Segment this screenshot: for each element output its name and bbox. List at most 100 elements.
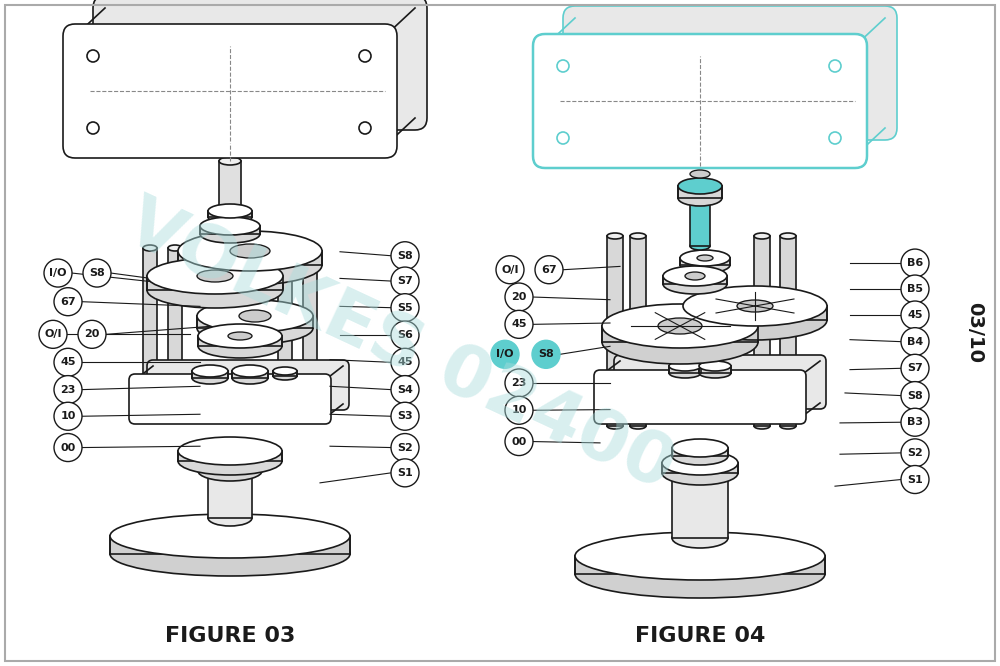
Polygon shape	[147, 276, 283, 290]
Text: S8: S8	[89, 268, 105, 278]
Circle shape	[87, 122, 99, 134]
Polygon shape	[110, 536, 350, 554]
Text: S1: S1	[397, 468, 413, 478]
Ellipse shape	[197, 300, 313, 332]
Polygon shape	[699, 366, 731, 373]
Circle shape	[54, 348, 82, 376]
Polygon shape	[683, 306, 827, 320]
Polygon shape	[208, 211, 252, 217]
Circle shape	[901, 466, 929, 494]
Circle shape	[391, 348, 419, 376]
Circle shape	[496, 256, 524, 284]
Ellipse shape	[178, 437, 282, 465]
Ellipse shape	[232, 372, 268, 384]
Ellipse shape	[697, 255, 713, 261]
Text: FIGURE 04: FIGURE 04	[635, 626, 765, 646]
Ellipse shape	[178, 231, 322, 271]
Text: 10: 10	[511, 405, 527, 416]
Ellipse shape	[575, 532, 825, 580]
Circle shape	[359, 122, 371, 134]
Text: FIGURE 03: FIGURE 03	[165, 626, 295, 646]
Ellipse shape	[780, 423, 796, 429]
Polygon shape	[602, 326, 758, 342]
FancyBboxPatch shape	[614, 355, 826, 409]
Polygon shape	[662, 463, 738, 473]
Ellipse shape	[208, 204, 252, 218]
Circle shape	[78, 320, 106, 348]
Polygon shape	[780, 236, 796, 426]
Polygon shape	[663, 276, 727, 284]
Polygon shape	[680, 258, 730, 265]
Circle shape	[505, 310, 533, 338]
Circle shape	[391, 267, 419, 295]
Circle shape	[901, 275, 929, 303]
Polygon shape	[168, 248, 182, 418]
Ellipse shape	[690, 170, 710, 178]
Polygon shape	[678, 186, 722, 198]
Ellipse shape	[110, 514, 350, 558]
Text: 23: 23	[60, 384, 76, 395]
Ellipse shape	[672, 447, 728, 465]
Ellipse shape	[602, 320, 758, 364]
Text: 45: 45	[907, 310, 923, 320]
Text: 45: 45	[511, 319, 527, 330]
Text: I/O: I/O	[496, 349, 514, 360]
Text: 20: 20	[84, 329, 100, 340]
Circle shape	[491, 340, 519, 368]
Ellipse shape	[273, 372, 297, 380]
Ellipse shape	[208, 455, 252, 471]
Circle shape	[54, 402, 82, 430]
Text: S8: S8	[907, 390, 923, 401]
Circle shape	[391, 402, 419, 430]
Text: 45: 45	[397, 357, 413, 368]
Polygon shape	[208, 463, 252, 518]
Circle shape	[505, 283, 533, 311]
Circle shape	[505, 396, 533, 424]
Ellipse shape	[662, 461, 738, 485]
Polygon shape	[690, 186, 710, 246]
Ellipse shape	[303, 245, 317, 251]
Ellipse shape	[200, 225, 260, 243]
Polygon shape	[219, 161, 241, 206]
Circle shape	[505, 428, 533, 456]
Ellipse shape	[198, 324, 282, 348]
Ellipse shape	[143, 415, 157, 421]
Text: I/O: I/O	[49, 268, 67, 278]
Text: S7: S7	[907, 363, 923, 374]
Circle shape	[391, 376, 419, 404]
Text: S3: S3	[397, 411, 413, 422]
Polygon shape	[198, 463, 262, 471]
Text: S6: S6	[397, 330, 413, 340]
Ellipse shape	[303, 415, 317, 421]
Ellipse shape	[278, 415, 292, 421]
Ellipse shape	[663, 274, 727, 294]
Ellipse shape	[669, 361, 701, 371]
Text: S8: S8	[397, 250, 413, 261]
Ellipse shape	[239, 310, 271, 322]
FancyBboxPatch shape	[563, 6, 897, 140]
Polygon shape	[303, 248, 317, 418]
Polygon shape	[754, 236, 770, 426]
Circle shape	[901, 249, 929, 277]
Polygon shape	[143, 248, 157, 418]
Ellipse shape	[607, 233, 623, 239]
Circle shape	[54, 434, 82, 462]
Polygon shape	[192, 371, 228, 378]
Text: B4: B4	[907, 336, 923, 347]
Circle shape	[901, 382, 929, 410]
Ellipse shape	[228, 332, 252, 340]
Polygon shape	[672, 463, 728, 538]
Ellipse shape	[192, 372, 228, 384]
Ellipse shape	[680, 250, 730, 266]
Ellipse shape	[602, 304, 758, 348]
Ellipse shape	[630, 233, 646, 239]
Circle shape	[829, 132, 841, 144]
FancyBboxPatch shape	[533, 34, 867, 168]
Text: VOLKES 02400: VOLKES 02400	[115, 188, 685, 503]
Circle shape	[901, 408, 929, 436]
Ellipse shape	[690, 182, 710, 190]
Ellipse shape	[658, 318, 702, 334]
Text: O/I: O/I	[44, 329, 62, 340]
Ellipse shape	[232, 365, 268, 377]
Ellipse shape	[685, 272, 705, 280]
